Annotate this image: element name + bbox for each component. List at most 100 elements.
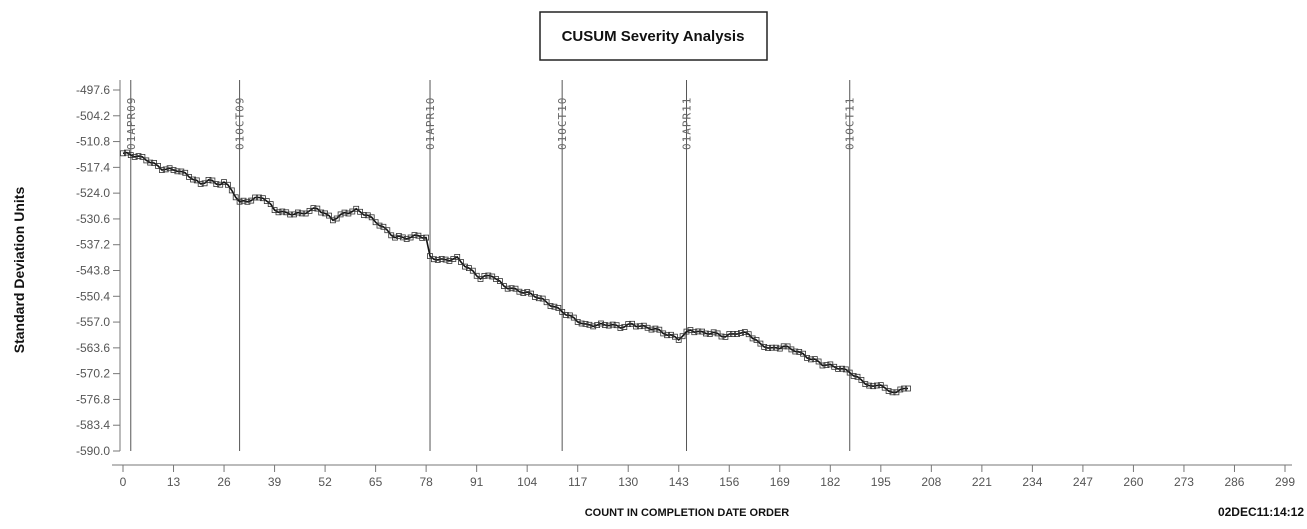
data-point — [784, 343, 791, 350]
x-tick-label: 299 — [1275, 475, 1295, 489]
data-point — [652, 325, 659, 332]
data-point — [178, 168, 185, 175]
y-tick-label: -504.2 — [76, 109, 110, 123]
data-point — [205, 176, 212, 183]
data-point — [745, 331, 752, 338]
data-point — [469, 267, 476, 274]
x-tick-label: 182 — [820, 475, 840, 489]
data-point — [516, 288, 523, 295]
data-point — [823, 362, 830, 369]
data-point — [835, 365, 841, 372]
data-point — [543, 299, 550, 306]
data-point — [139, 153, 146, 160]
data-point — [279, 208, 286, 215]
data-point — [376, 222, 383, 229]
x-tick-label: 78 — [419, 475, 433, 489]
x-tick-label: 117 — [568, 475, 587, 489]
data-point — [570, 314, 577, 321]
data-point — [773, 344, 779, 351]
data-point — [520, 290, 527, 296]
y-tick-label: -570.2 — [76, 367, 110, 381]
x-tick-label: 156 — [719, 475, 739, 489]
data-point — [578, 320, 585, 327]
data-point — [640, 322, 647, 329]
data-point — [605, 322, 612, 329]
data-point — [850, 372, 857, 379]
data-point — [162, 166, 169, 173]
y-tick-label: -590.0 — [76, 444, 110, 458]
x-tick-label: 130 — [618, 475, 638, 489]
data-point — [699, 328, 705, 335]
data-point — [539, 295, 546, 302]
data-point — [158, 167, 165, 173]
data-point — [190, 176, 196, 183]
data-point — [528, 290, 534, 297]
y-tick-label: -543.8 — [76, 264, 110, 278]
data-point — [454, 253, 461, 260]
data-point — [586, 321, 593, 328]
reference-lines: 01APR09 01OCT09 01APR10 01OCT10 01APR11 01OCT… — [125, 80, 857, 451]
data-point — [664, 332, 670, 339]
data-point — [473, 272, 480, 279]
reference-line-label: 01APR10 — [424, 97, 437, 150]
data-point — [504, 285, 511, 292]
data-point — [337, 211, 344, 218]
data-point — [679, 333, 686, 340]
data-point — [462, 263, 468, 270]
data-point — [392, 234, 398, 241]
data-point — [866, 382, 873, 389]
data-point — [329, 217, 336, 224]
data-point — [846, 369, 853, 376]
data-point — [310, 205, 317, 212]
data-point — [228, 187, 235, 194]
data-point — [594, 322, 600, 329]
x-tick-label: 0 — [120, 475, 127, 489]
data-point — [434, 256, 441, 263]
data-point — [854, 373, 861, 380]
data-point — [555, 304, 562, 311]
data-point — [524, 289, 531, 295]
data-point — [252, 194, 259, 201]
y-tick-label: -530.6 — [76, 212, 110, 226]
data-point — [691, 329, 698, 336]
data-point — [213, 181, 220, 188]
y-tick-label: -550.4 — [76, 289, 110, 303]
data-point — [174, 168, 181, 175]
data-point — [512, 285, 519, 292]
x-tick-label: 208 — [921, 475, 941, 489]
data-point — [609, 321, 616, 328]
reference-line-label: 01APR09 — [125, 97, 138, 150]
data-point — [706, 331, 713, 337]
data-point — [481, 272, 488, 279]
data-point — [870, 383, 876, 390]
data-point — [275, 209, 282, 216]
x-tick-label: 52 — [318, 475, 332, 489]
data-point — [804, 354, 810, 361]
data-point — [326, 212, 332, 219]
y-tick-label: -576.8 — [76, 392, 110, 406]
data-point — [675, 336, 682, 343]
data-point — [318, 209, 325, 216]
data-point — [738, 330, 744, 336]
data-point — [224, 181, 231, 188]
data-point — [703, 330, 709, 337]
data-point — [127, 152, 134, 159]
data-point — [633, 323, 639, 330]
data-point — [170, 167, 177, 173]
y-tick-label: -563.6 — [76, 341, 110, 355]
data-point — [590, 323, 597, 330]
data-point — [839, 365, 845, 372]
y-tick-label: -517.4 — [76, 160, 110, 174]
data-point — [244, 198, 251, 205]
series-layer — [120, 149, 911, 396]
data-point — [547, 303, 554, 309]
x-tick-label: 247 — [1073, 475, 1093, 489]
cusum-series-line — [122, 151, 908, 394]
data-point — [672, 333, 678, 340]
data-point — [532, 293, 538, 300]
data-point — [901, 385, 907, 392]
chart-title: CUSUM Severity Analysis — [562, 28, 745, 45]
data-point — [345, 210, 352, 217]
y-tick-label: -583.4 — [76, 418, 110, 432]
